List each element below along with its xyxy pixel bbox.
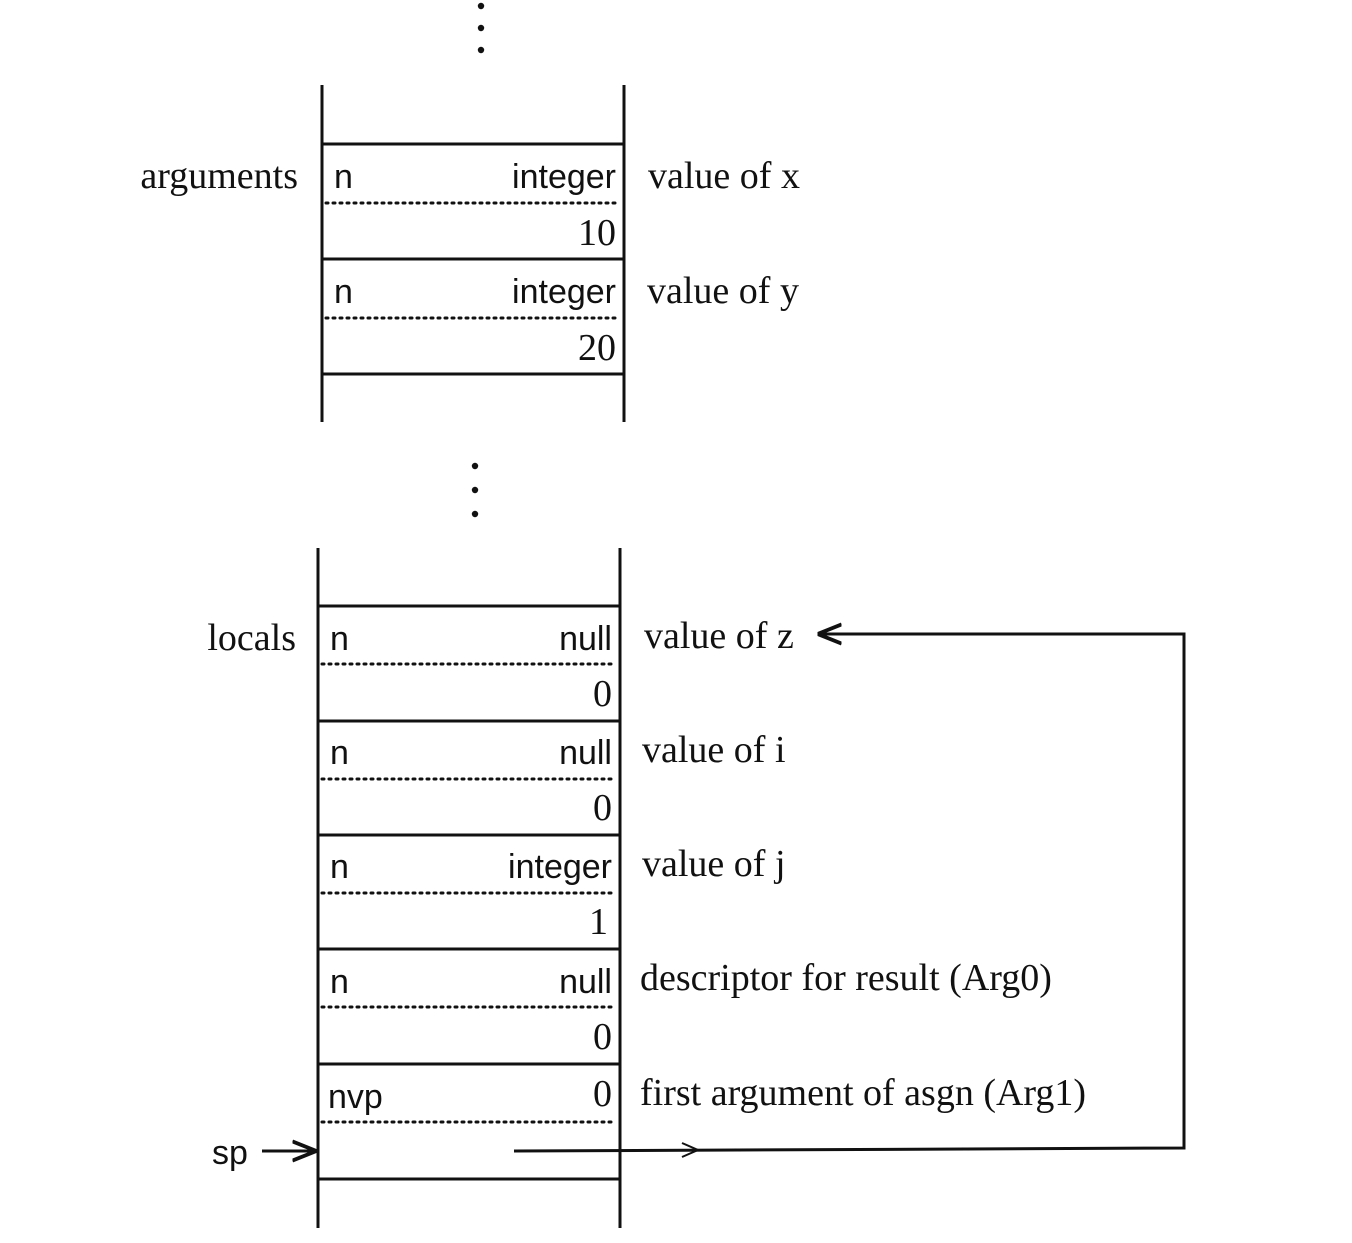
local-slot-arg1: nvp 0 first argument of asgn (Arg1) <box>328 1072 1086 1116</box>
continuation-dots-middle <box>471 462 479 518</box>
type-flag: n <box>330 620 349 658</box>
type-name: integer <box>508 848 612 886</box>
continuation-dots-top <box>477 2 485 54</box>
local-slot-j: n integer 1 value of j <box>330 843 786 943</box>
type-name: integer <box>512 273 616 311</box>
type-name: null <box>559 620 612 658</box>
argument-slot-x: n integer 10 value of x <box>334 155 800 254</box>
slot-annotation: value of j <box>642 843 786 885</box>
locals-block: locals n null 0 value of z n null 0 valu… <box>207 548 1086 1228</box>
type-flag: n <box>330 963 349 1001</box>
type-flag: n <box>330 734 349 772</box>
type-name: 0 <box>593 1073 612 1115</box>
arguments-label: arguments <box>140 155 298 197</box>
type-name: null <box>559 963 612 1001</box>
slot-annotation: value of x <box>648 155 800 197</box>
slot-value: 0 <box>593 787 612 829</box>
slot-annotation: value of y <box>647 270 799 312</box>
type-name: null <box>559 734 612 772</box>
arguments-block: arguments n integer 10 value of x n inte… <box>140 85 800 422</box>
argument-slot-y: n integer 20 value of y <box>334 270 799 369</box>
variable-pointer-arrow <box>513 634 1186 1158</box>
slot-annotation: value of z <box>644 615 794 657</box>
local-slot-i: n null 0 value of i <box>330 729 786 829</box>
type-flag: n <box>334 273 353 311</box>
local-slot-result: n null 0 descriptor for result (Arg0) <box>330 957 1052 1058</box>
locals-label: locals <box>207 617 296 659</box>
type-flag: nvp <box>328 1078 383 1116</box>
pointer-midpoint-arrowhead <box>681 1142 701 1158</box>
type-flag: n <box>334 158 353 196</box>
type-flag: n <box>330 848 349 886</box>
slot-value: 10 <box>578 212 616 254</box>
local-slot-z: n null 0 value of z <box>330 615 794 715</box>
slot-value: 1 <box>589 901 608 943</box>
slot-annotation: value of i <box>642 729 786 771</box>
slot-annotation: first argument of asgn (Arg1) <box>640 1072 1086 1114</box>
slot-value: 0 <box>593 673 612 715</box>
slot-annotation: descriptor for result (Arg0) <box>640 957 1052 999</box>
stack-pointer: sp <box>212 1134 314 1172</box>
stack-pointer-label: sp <box>212 1134 248 1172</box>
type-name: integer <box>512 158 616 196</box>
slot-value: 0 <box>593 1016 612 1058</box>
slot-value: 20 <box>578 327 616 369</box>
